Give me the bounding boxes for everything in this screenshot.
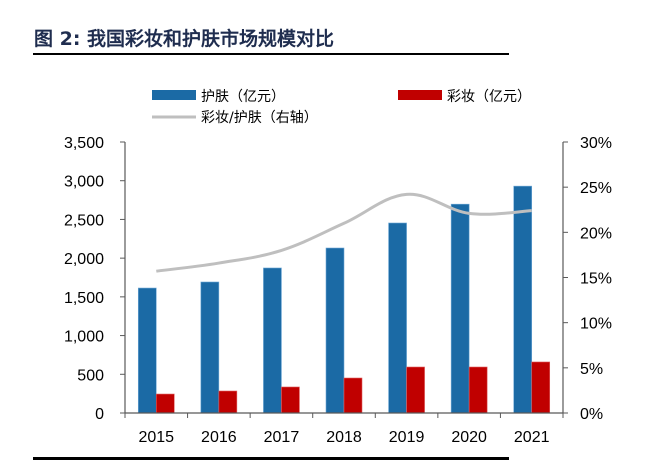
- bar-makeup-2020: [468, 366, 488, 414]
- left-axis-tick-label: 2,500: [64, 212, 104, 229]
- bar-makeup-2016: [218, 390, 238, 414]
- right-axis-tick-label: 15%: [580, 271, 612, 288]
- legend-swatch-makeup: [398, 90, 442, 100]
- bar-makeup-2018: [343, 377, 363, 414]
- plot-area: 0 500 1,000 1,500 2,000 2,500 3,000 3,500 0% 5% 10…: [64, 135, 612, 446]
- bar-skincare-2018: [325, 247, 345, 414]
- legend-swatch-skincare: [152, 90, 196, 100]
- title-rule: [33, 53, 509, 55]
- bar-skincare-2015: [137, 287, 157, 414]
- x-axis-tick-label: 2015: [138, 429, 174, 446]
- x-axis-tick-label: 2018: [326, 429, 362, 446]
- legend-label-ratio: 彩妆/护肤（右轴）: [201, 110, 318, 126]
- bar-skincare-2019: [388, 222, 407, 414]
- bar-makeup-2015: [155, 393, 175, 414]
- right-axis-tick-label: 25%: [580, 180, 612, 197]
- right-axis-tick-label: 0%: [580, 406, 603, 423]
- x-axis-tick-label: 2021: [514, 429, 550, 446]
- right-axis-tick-label: 20%: [580, 225, 612, 242]
- left-axis-tick-label: 3,500: [64, 135, 104, 152]
- right-axis-tick-label: 30%: [580, 135, 612, 152]
- bottom-rule: [33, 457, 509, 460]
- left-axis-tick-label: 0: [95, 406, 104, 423]
- bar-makeup-2021: [531, 361, 551, 414]
- right-axis-tick-label: 5%: [580, 361, 603, 378]
- left-axis-tick-label: 2,000: [64, 251, 104, 268]
- x-axis-tick-label: 2016: [201, 429, 237, 446]
- bar-makeup-2017: [281, 386, 300, 414]
- left-axis-tick-label: 500: [77, 367, 104, 384]
- legend-label-skincare: 护肤（亿元）: [201, 89, 285, 105]
- bar-skincare-2017: [263, 267, 282, 414]
- legend: 护肤（亿元） 彩妆（亿元） 彩妆/护肤（右轴）: [152, 89, 531, 126]
- x-axis-tick-label: 2017: [264, 429, 300, 446]
- figure-title: 图 2: 我国彩妆和护肤市场规模对比: [34, 28, 335, 50]
- right-axis-tick-label: 10%: [580, 316, 612, 333]
- left-axis-tick-label: 1,500: [64, 290, 104, 307]
- bar-skincare-2021: [513, 185, 533, 414]
- left-axis-tick-label: 1,000: [64, 329, 104, 346]
- x-axis-tick-label: 2019: [389, 429, 425, 446]
- legend-label-makeup: 彩妆（亿元）: [447, 89, 531, 105]
- bar-skincare-2016: [200, 281, 220, 414]
- left-axis-tick-label: 3,000: [64, 174, 104, 191]
- x-axis-tick-label: 2020: [451, 429, 487, 446]
- bar-skincare-2020: [450, 203, 470, 414]
- bar-makeup-2019: [406, 366, 425, 414]
